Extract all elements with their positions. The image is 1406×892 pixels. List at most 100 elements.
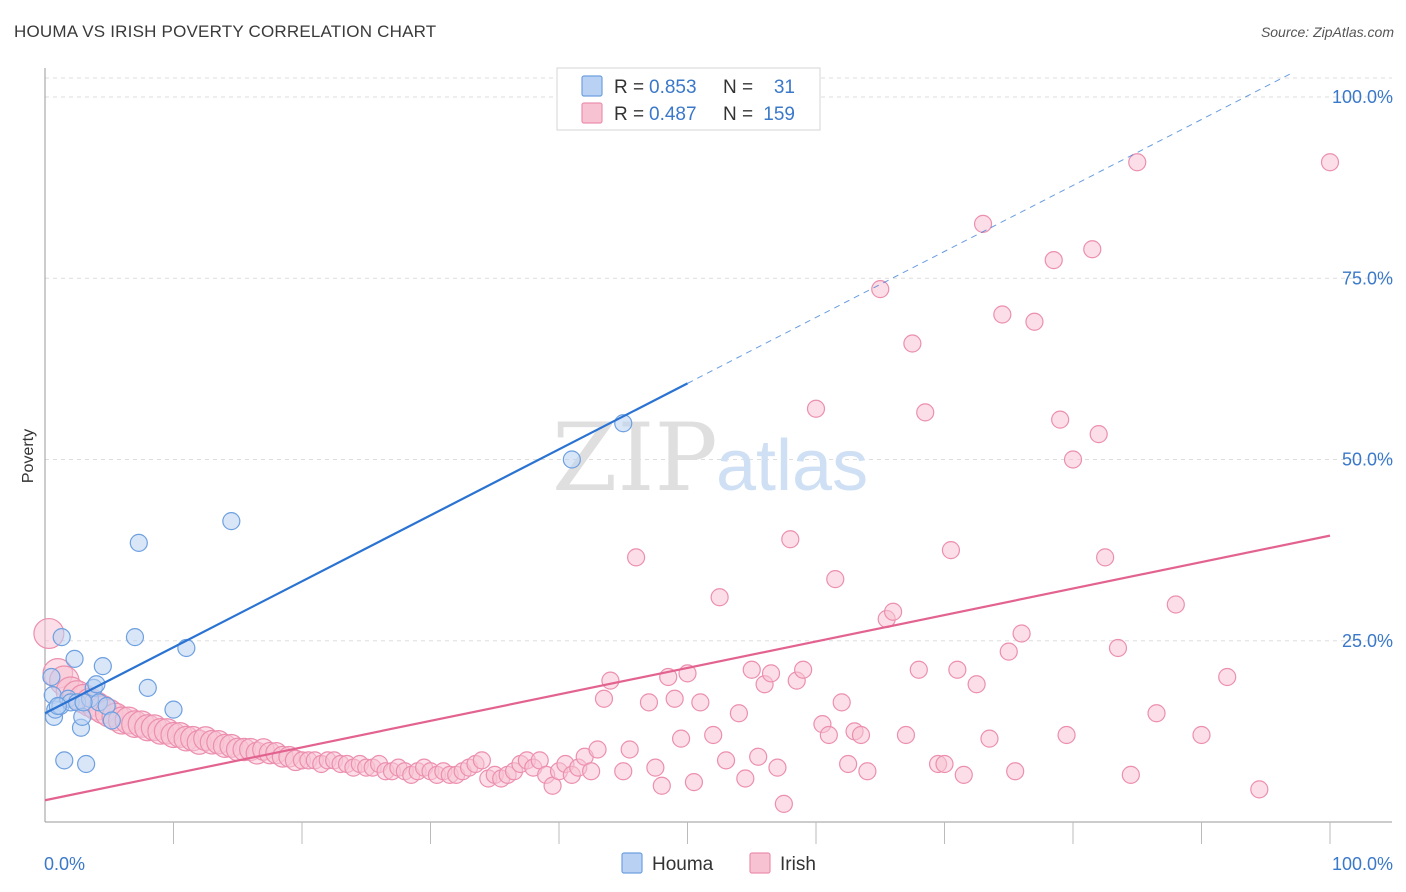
- irish-point: [781, 530, 800, 549]
- houma-point: [222, 512, 241, 531]
- legend-n-value: 159: [763, 104, 795, 125]
- houma-point: [164, 700, 183, 719]
- irish-point: [1006, 762, 1025, 781]
- irish-point: [1218, 667, 1237, 687]
- houma-point: [93, 657, 112, 676]
- irish-point: [941, 541, 961, 560]
- watermark-atlas: atlas: [716, 426, 868, 506]
- irish-point: [999, 642, 1018, 661]
- irish-point: [1108, 638, 1128, 658]
- irish-point: [1025, 312, 1044, 331]
- irish-point: [1128, 153, 1147, 172]
- irish-point: [646, 758, 665, 777]
- irish-point: [742, 660, 761, 679]
- y-tick-label: 25.0%: [1342, 631, 1393, 651]
- houma-point: [42, 667, 61, 687]
- irish-point: [903, 334, 922, 353]
- irish-point: [980, 729, 999, 748]
- legend-n-label: N =: [723, 104, 753, 125]
- irish-point: [935, 754, 954, 774]
- irish-point: [652, 776, 671, 795]
- irish-point: [684, 773, 704, 792]
- irish-point: [1083, 240, 1102, 259]
- irish-point: [948, 660, 967, 679]
- data-points: [33, 153, 1340, 813]
- houma-point: [65, 649, 84, 668]
- irish-point: [761, 664, 781, 683]
- irish-point: [1051, 410, 1070, 429]
- irish-point: [749, 747, 768, 766]
- irish-point: [601, 671, 620, 690]
- irish-point: [1121, 765, 1140, 784]
- houma-point: [125, 628, 145, 647]
- y-tick-label: 75.0%: [1342, 268, 1393, 288]
- bottom-legend-label-irish: Irish: [780, 854, 816, 875]
- irish-point: [614, 762, 633, 781]
- irish-point: [774, 794, 793, 813]
- irish-point: [819, 725, 838, 745]
- irish-point: [973, 214, 993, 233]
- irish-point: [594, 689, 614, 708]
- x-tick-label: 100.0%: [1332, 854, 1393, 874]
- irish-point: [472, 751, 491, 770]
- legend-n-label: N =: [723, 77, 753, 98]
- irish-point: [691, 693, 710, 712]
- irish-point: [582, 762, 601, 781]
- houma-point: [129, 533, 148, 552]
- irish-point: [826, 570, 845, 589]
- bottom-legend-label-houma: Houma: [652, 854, 714, 875]
- legend-r-label: R =: [614, 104, 644, 125]
- irish-points: [33, 153, 1340, 813]
- y-tick-label: 50.0%: [1342, 450, 1393, 470]
- irish-point: [993, 305, 1012, 324]
- houma-point: [562, 450, 581, 469]
- irish-point: [871, 280, 890, 299]
- legend-r-label: R =: [614, 77, 644, 98]
- irish-point: [883, 602, 903, 621]
- houma-points: [42, 414, 633, 774]
- irish-point: [832, 693, 851, 712]
- irish-point: [1166, 595, 1185, 614]
- irish-point: [806, 399, 826, 418]
- houma-point: [177, 638, 196, 658]
- chart-source: Source: ZipAtlas.com: [1260, 24, 1394, 40]
- irish-point: [909, 660, 928, 679]
- irish-point: [639, 693, 659, 712]
- irish-point: [1063, 450, 1083, 469]
- irish-point: [1096, 548, 1115, 567]
- x-tick-label: 0.0%: [44, 854, 85, 874]
- irish-point: [626, 548, 646, 567]
- irish-point: [1044, 251, 1063, 270]
- bottom-legend-swatch-irish: [749, 852, 771, 874]
- irish-trend-line: [44, 534, 1331, 802]
- trend-lines: [44, 71, 1331, 802]
- irish-point: [858, 762, 877, 781]
- irish-point: [704, 725, 723, 745]
- houma-point: [55, 751, 74, 770]
- irish-point: [671, 729, 691, 748]
- chart-title: HOUMA VS IRISH POVERTY CORRELATION CHART: [14, 22, 437, 41]
- irish-point: [1089, 425, 1108, 444]
- irish-point: [1012, 624, 1031, 643]
- irish-point: [967, 675, 986, 694]
- irish-point: [710, 588, 729, 607]
- irish-point: [736, 769, 755, 788]
- irish-point: [729, 704, 749, 723]
- irish-point: [588, 740, 607, 759]
- houma-point: [52, 628, 71, 647]
- legend-r-value: 0.853: [649, 77, 697, 98]
- irish-point: [1147, 704, 1166, 723]
- irish-point: [620, 740, 639, 759]
- irish-point: [1320, 153, 1340, 172]
- y-axis-label: Poverty: [20, 429, 37, 483]
- houma-point: [138, 678, 157, 697]
- irish-point: [1057, 725, 1076, 745]
- irish-point: [1250, 780, 1269, 799]
- bottom-legend-swatch-houma: [621, 852, 643, 874]
- irish-point: [768, 758, 787, 777]
- irish-point: [954, 765, 973, 784]
- irish-point: [896, 725, 916, 745]
- houma-point: [77, 754, 96, 774]
- houma-trend-extension: [687, 71, 1295, 384]
